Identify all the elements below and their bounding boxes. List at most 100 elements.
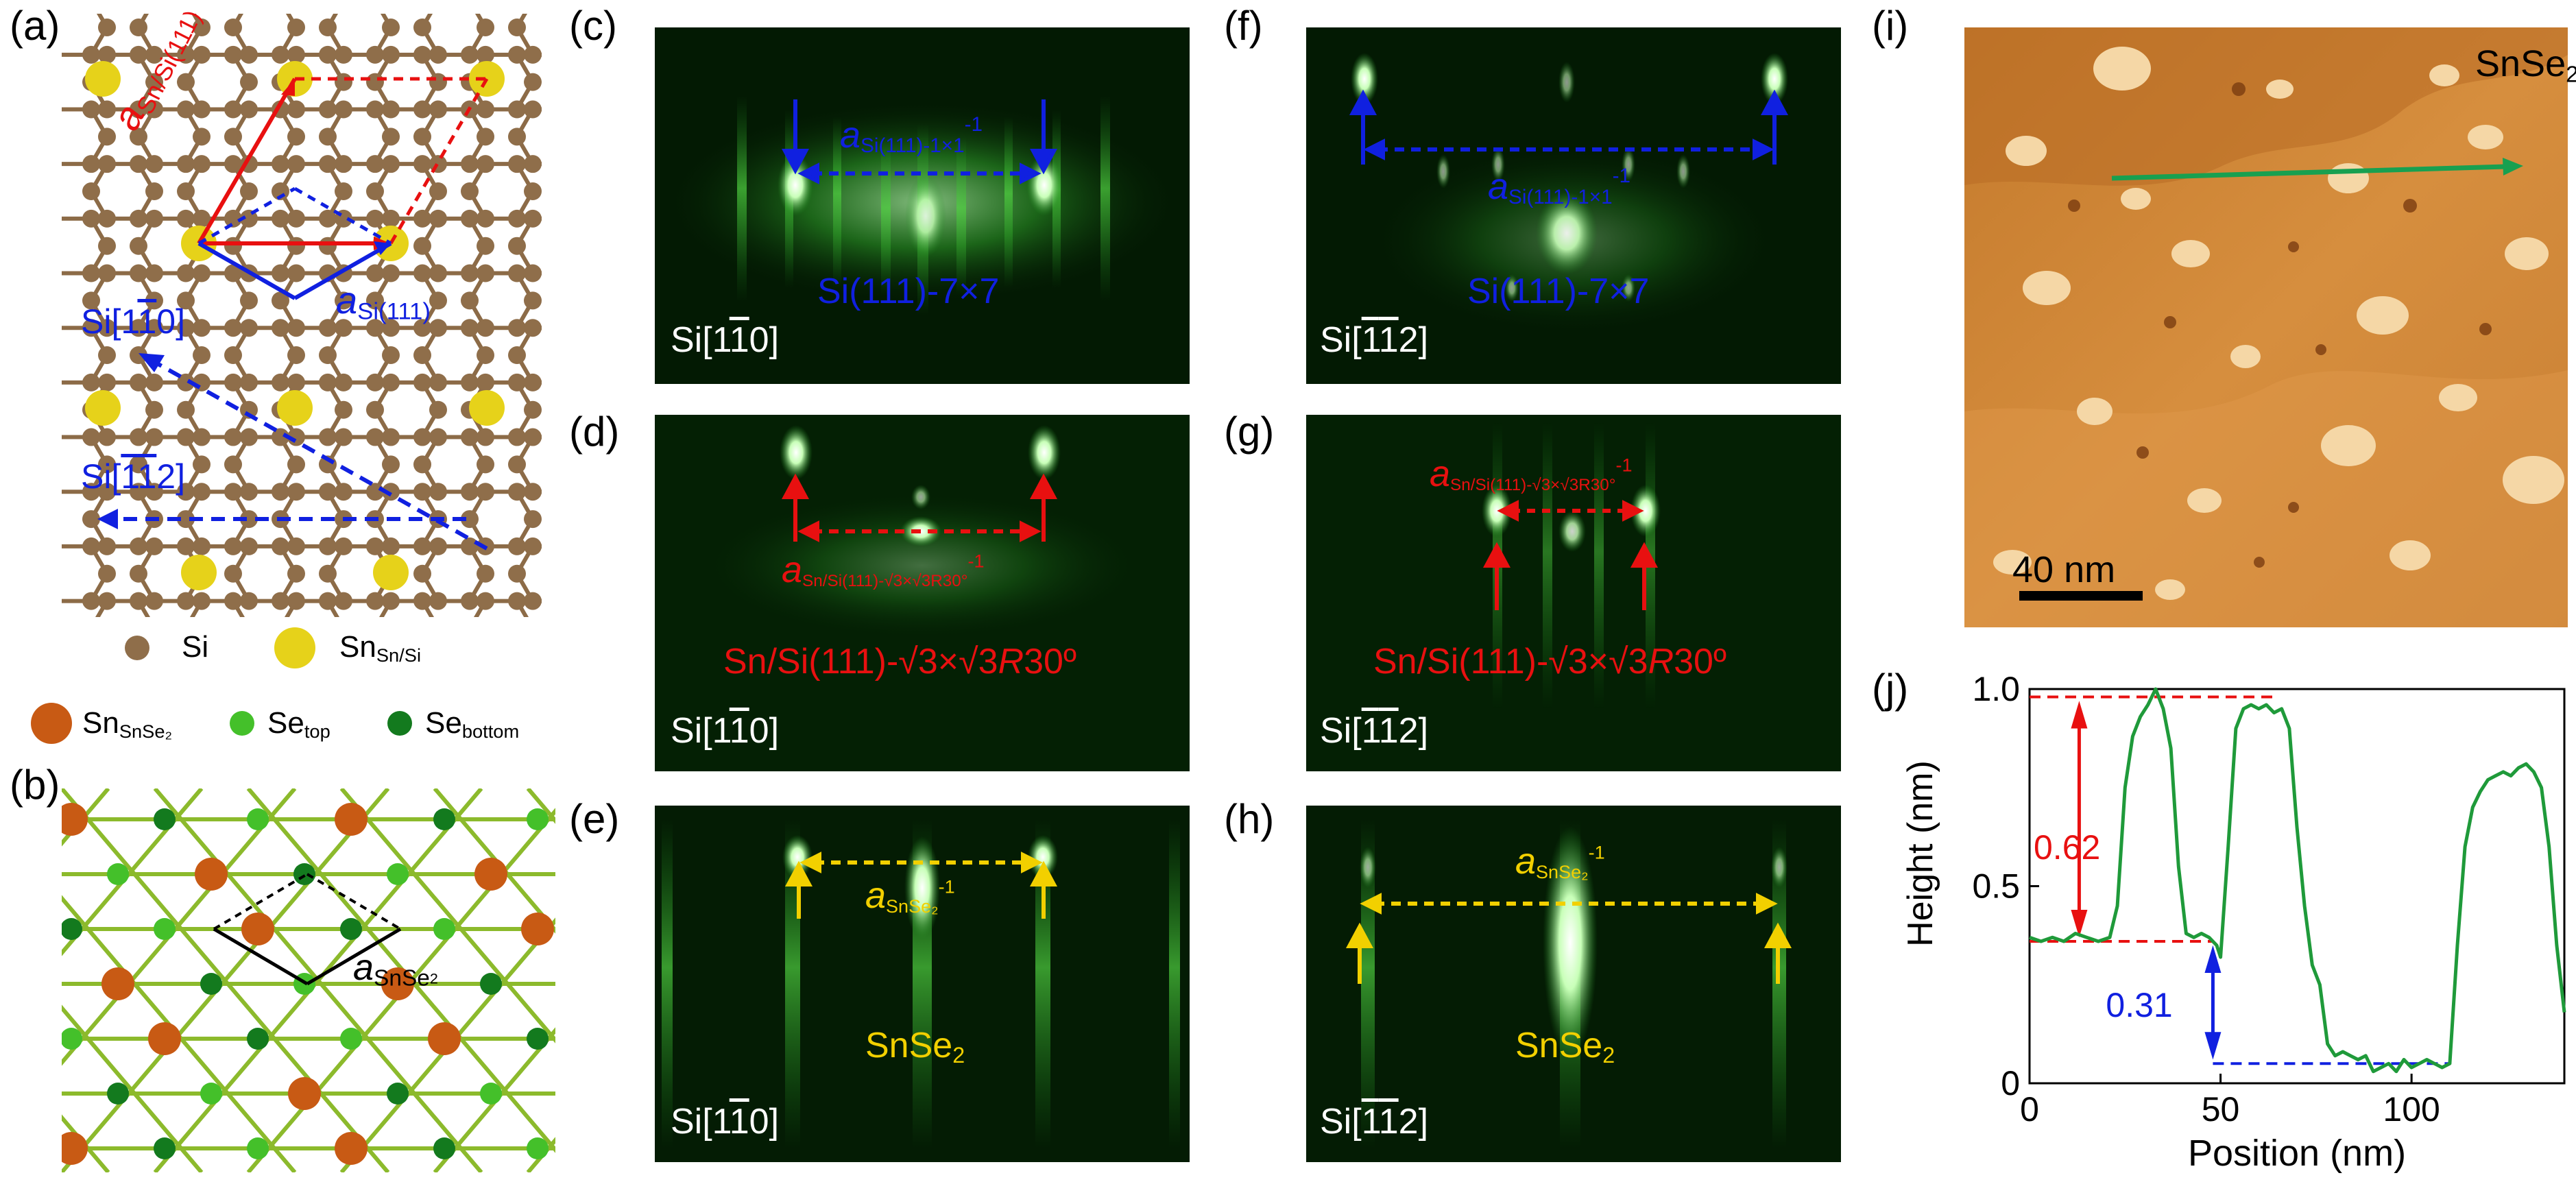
direction-label-1-10: Si[110] [81,302,185,341]
si-atom [461,45,479,64]
si-atom [130,592,147,610]
si-atom [193,537,210,555]
si-atom [82,264,100,282]
si-atom [240,291,258,310]
rheed-g-spacing: aSn/Si(111)-√3×√3R30°-1 [1430,453,1633,495]
si-atom [177,155,195,173]
si-atom [240,182,258,201]
si-atom [224,128,242,146]
direction-label-112: Si[112] [81,457,185,496]
si-atom [272,209,289,228]
si-atom [366,182,384,201]
si-atom [130,455,147,474]
si-atom [366,45,384,64]
si-atom [224,346,242,365]
si-atom [366,592,384,610]
si-atom [477,209,494,228]
si-atom [413,483,431,501]
si-unit-cell [197,186,392,300]
panel-label-b: (b) [10,762,60,808]
si-atom [240,537,258,555]
si-atom [193,455,210,474]
si-atom [272,319,289,337]
si-atom [524,483,542,501]
step-value-031: 0.31 [2106,986,2172,1024]
si-atom [287,455,305,474]
si-atom [429,373,447,391]
si-atom [335,100,352,119]
si-atom [413,128,431,146]
si-atom [508,264,526,282]
si-atom [477,45,494,64]
si-atom [272,592,289,610]
si-atom [477,19,494,36]
si-atom [145,483,163,501]
si-atom [145,73,163,91]
si-atom [98,237,116,255]
rheed-g [1306,415,1841,771]
si-atom [319,209,337,228]
si-atom [193,45,210,64]
direction-arrows [97,353,488,551]
si-atom [98,264,116,282]
si-atom [366,319,384,337]
sn-atom [288,1077,321,1110]
si-atom [177,45,195,64]
rheed-f-title: Si(111)-7×7 [1467,272,1650,311]
si-atom [524,400,542,419]
si-atom [82,291,100,310]
si-atom [413,455,431,474]
se-atom [340,1028,362,1050]
si-atom [272,428,289,446]
si-atom [477,373,494,391]
si-atom [429,428,447,446]
si-atom [366,537,384,555]
si-atom [177,483,195,501]
si-atom [193,155,210,173]
sn-atom [335,803,368,836]
si-atom [413,319,431,337]
si-atom [130,428,147,446]
panel-label-i: (i) [1872,3,1909,49]
step-value-062: 0.62 [2034,828,2100,867]
si-atom [130,209,147,228]
si-atom [98,128,116,146]
sn-atom [195,858,228,891]
si-atom [240,483,258,501]
rheed-g-direction: Si[112] [1320,711,1429,751]
si-atom [287,319,305,337]
se-atom [340,918,362,940]
si-atom [508,319,526,337]
si-atom [508,100,526,119]
si-atom [524,100,542,119]
rheed-d-spacing: aSn/Si(111)-√3×√3R30°-1 [782,549,985,591]
lattice-snse2-label: aSnSe2 [353,947,438,991]
rheed-f-spacing: aSi(111)-1×1-1 [1488,165,1630,209]
lattice-si-label: aSi(111) [336,278,431,325]
si-atom [461,291,479,310]
si-atom [224,483,242,501]
si-atom [130,155,147,173]
si-atom [177,592,195,610]
chart-xlabel: Position (nm) [2188,1133,2406,1174]
panel-a-lattice [62,14,542,617]
si-atom [287,264,305,282]
si-atom [240,592,258,610]
si-atom [145,373,163,391]
si-atom [461,319,479,337]
si-atom [429,182,447,201]
rheed-c-title: Si(111)-7×7 [817,272,1000,311]
si-atom [508,428,526,446]
si-atom [382,346,400,365]
si-atom [130,45,147,64]
si-atom [145,45,163,64]
se-atom [433,1137,455,1159]
si-atom [461,373,479,391]
si-atom [177,373,195,391]
si-atom [382,319,400,337]
si-atom [130,128,147,146]
si-atom [98,428,116,446]
si-atom [429,400,447,419]
si-atom [82,319,100,337]
si-atom [508,237,526,255]
